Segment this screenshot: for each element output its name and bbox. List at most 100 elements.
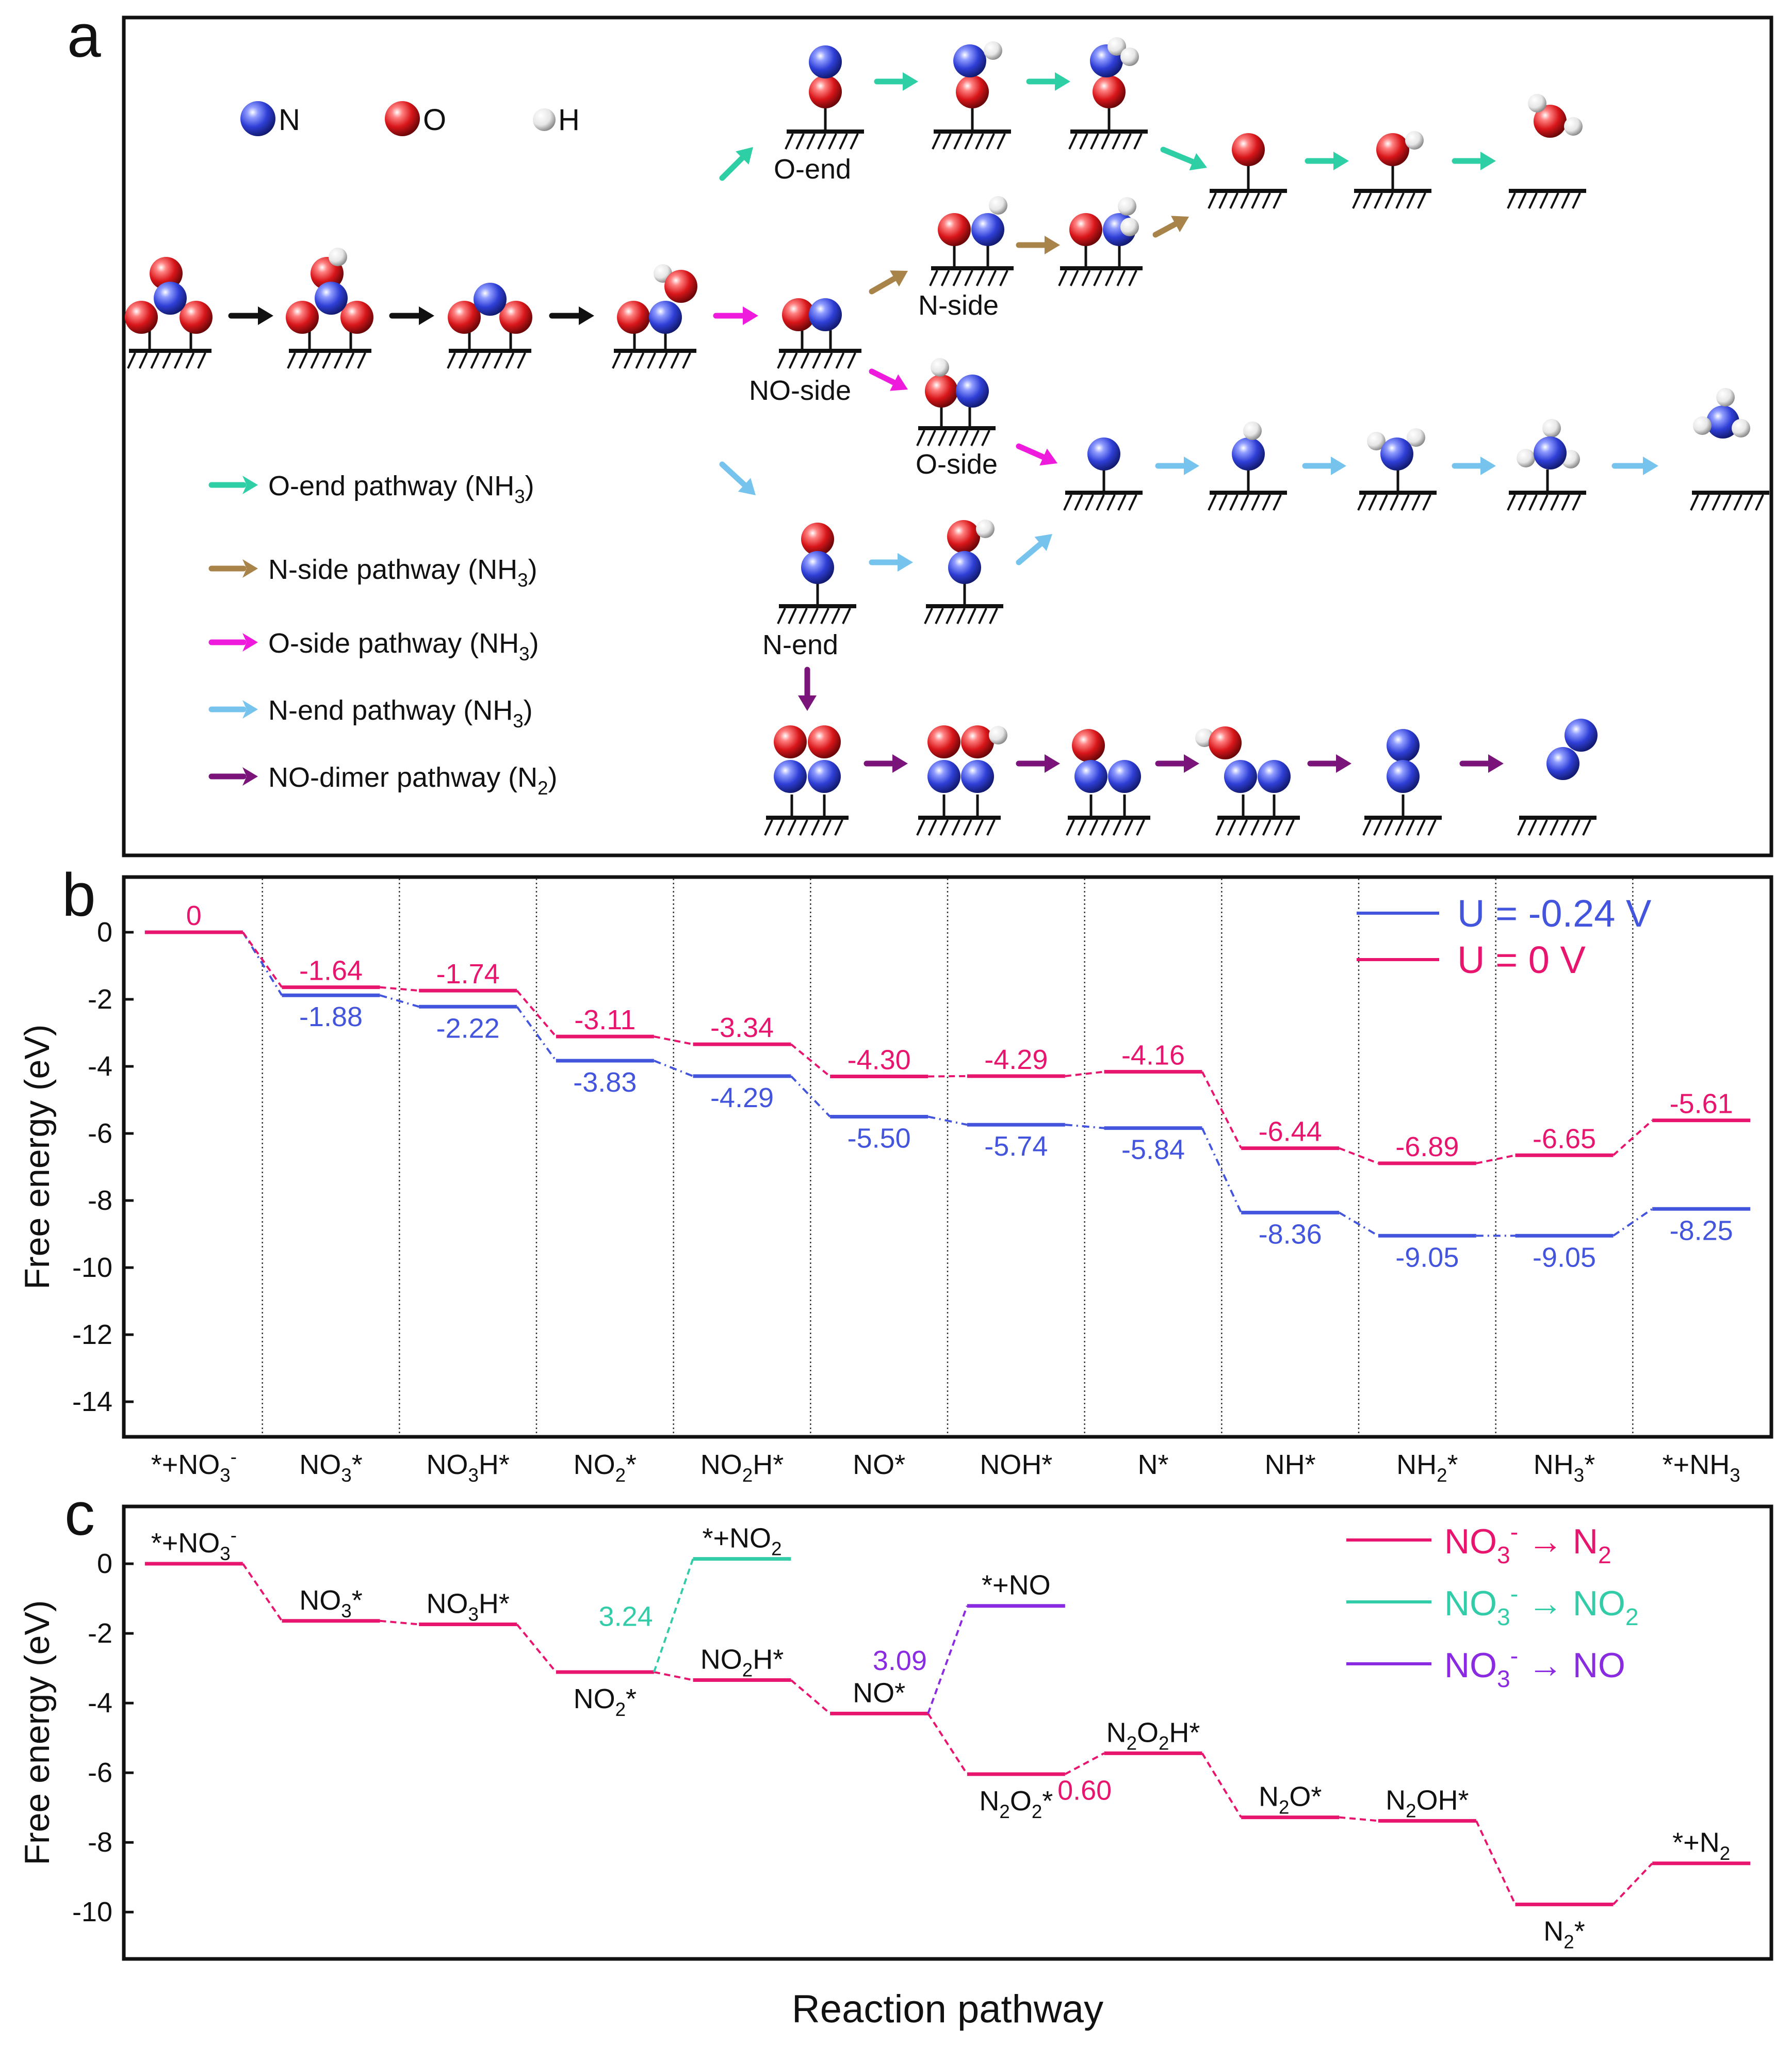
panel-c-state-label: NO2H* <box>700 1644 784 1681</box>
panel-c-frame <box>122 1504 1773 1961</box>
surface-n-hatch <box>1085 494 1094 511</box>
legend-arrow-head <box>242 476 258 494</box>
surface-no3-hatch <box>150 352 160 369</box>
surface-n-end-hatch <box>820 608 829 624</box>
surface-dimer-hatch <box>787 819 797 836</box>
panel-b-connector <box>928 1075 967 1078</box>
arrow-icon <box>1155 457 1199 475</box>
panel-b-value-label: -5.61 <box>1670 1089 1733 1120</box>
panel-b-category-label-part-1: 2 <box>742 1465 753 1486</box>
arrow-icon-shaft <box>719 155 745 181</box>
surface-no3-hatch <box>185 352 195 369</box>
oxygen-atom-icon <box>617 301 650 334</box>
surface-empty-hatch <box>1539 819 1548 836</box>
panel-c-connector <box>516 1624 557 1673</box>
surface-no3-hatch <box>310 352 320 369</box>
surface-n-hatch <box>1096 494 1105 511</box>
surface-o-side-hatch <box>938 430 947 446</box>
surface-no3-hatch <box>345 352 355 369</box>
arrow-icon-head <box>743 306 758 325</box>
panel-b-series-1: 0 -1.64 -1.74 -3.11 -3.34 -4.30 -4.29 -4.16 -6.4… <box>144 900 1751 1165</box>
label-o-end: O-end <box>774 154 851 185</box>
surface-dimer-hatch <box>834 819 843 836</box>
surface-n-hatch <box>1063 494 1072 511</box>
surface-no2-hatch <box>470 352 480 369</box>
surface-o-end <box>932 129 1011 150</box>
panel-c-state-label-part-1: 2 <box>1279 1797 1289 1818</box>
oxygen-atom-icon <box>947 520 980 553</box>
panel-b-frame <box>122 875 1773 1439</box>
surface-o <box>1208 189 1287 209</box>
panel-c-y-tick-label: -10 <box>72 1896 112 1927</box>
atom-legend-n: N <box>279 103 300 137</box>
panel-b-category-label-part-2: * <box>1447 1449 1458 1480</box>
panel-c-y-axis-label: Free energy (eV) <box>18 1600 57 1866</box>
arrow-icon-head <box>1171 216 1189 233</box>
surface-nh2 <box>1357 491 1437 511</box>
surface-no2-hatch <box>447 352 456 369</box>
panel-b-category-label-part-2: H* <box>479 1449 510 1480</box>
oxygen-atom-icon <box>1376 133 1409 166</box>
surface-no3-hatch <box>197 352 206 369</box>
panel-c-state-label-part-3: 2 <box>1032 1801 1042 1822</box>
surface-dimer-hatch <box>1262 819 1272 836</box>
atom-legend-h: H <box>558 103 580 137</box>
panel-c-legend-label-part-4: 2 <box>1598 1542 1611 1568</box>
legend-label-n_end-part-2: ) <box>524 695 533 726</box>
panel-b-connector <box>1201 1071 1242 1149</box>
panel-c-connector <box>1339 1816 1379 1822</box>
panel-c-state-label-part-1: 2 <box>999 1801 1009 1822</box>
panel-b-connector <box>516 990 557 1037</box>
surface-h2o-hatch <box>1507 192 1516 209</box>
oxygen-atom-icon <box>664 270 697 303</box>
surface-dimer-hatch <box>799 819 808 836</box>
hydrogen-atom-icon <box>1528 94 1546 112</box>
surface-nh3-hatch <box>1539 494 1549 511</box>
nitrogen-atom-icon <box>1380 437 1413 471</box>
panel-c-state-label: NO2* <box>574 1683 637 1720</box>
surface-no2h-hatch <box>647 352 656 369</box>
panel-b-value-label: -8.25 <box>1670 1215 1733 1246</box>
label-n-end: N-end <box>762 629 838 660</box>
panel-b-category-label-part-2: * <box>626 1449 637 1480</box>
legend-label-dimer-part-0: NO-dimer pathway (N <box>268 762 537 793</box>
surface-no-side-hatch <box>777 352 786 369</box>
surface-dimer-hatch <box>822 819 832 836</box>
arrow-icon-head <box>1039 448 1057 466</box>
panel-b-connector <box>1339 1147 1379 1164</box>
legend-arrow-head <box>242 559 258 578</box>
oxygen-atom-icon <box>927 725 960 758</box>
surface-no2h <box>612 349 696 369</box>
legend-arrow-o_side <box>208 633 258 652</box>
surface-n-side-hatch <box>1116 270 1126 286</box>
nitrogen-atom-icon <box>1387 760 1420 793</box>
oxygen-atom-icon <box>1093 75 1126 108</box>
oxygen-atom-icon <box>1232 133 1265 166</box>
arrow-icon <box>719 147 753 181</box>
surface-n-end <box>777 604 856 624</box>
panel-c-state-label-part-0: N <box>1543 1916 1563 1947</box>
nitrogen-atom-icon <box>948 551 981 584</box>
surface-dimer <box>916 816 1001 836</box>
surface-no2-hatch <box>517 352 526 369</box>
arrow-icon <box>1016 443 1057 466</box>
panel-b-category-label-part-1: 3 <box>1574 1465 1584 1486</box>
oxygen-atom-icon <box>938 213 971 246</box>
arrow-icon <box>719 461 756 495</box>
nitrogen-atom-icon <box>649 301 682 334</box>
surface-empty-hatch <box>1550 819 1559 836</box>
surface-no-side-hatch <box>788 352 798 369</box>
surface-n-side-hatch <box>1081 270 1091 286</box>
panel-b-category-label: NO2H* <box>700 1449 784 1486</box>
panel-b-y-tick-label: -12 <box>72 1319 112 1350</box>
hydrogen-atom-icon <box>1243 421 1262 440</box>
surface-o-side <box>916 426 996 446</box>
arrow-icon <box>549 306 594 325</box>
panel-b-category-label: NO* <box>853 1449 905 1480</box>
surface-o-end-hatch <box>806 133 816 150</box>
panel-c-state-label-part-2: O <box>1137 1717 1159 1748</box>
surface-empty-hatch <box>1560 819 1570 836</box>
panel-b-category-label-part-2: * <box>1584 1449 1595 1480</box>
panel-c-annotation: 0.60 <box>1057 1775 1112 1806</box>
